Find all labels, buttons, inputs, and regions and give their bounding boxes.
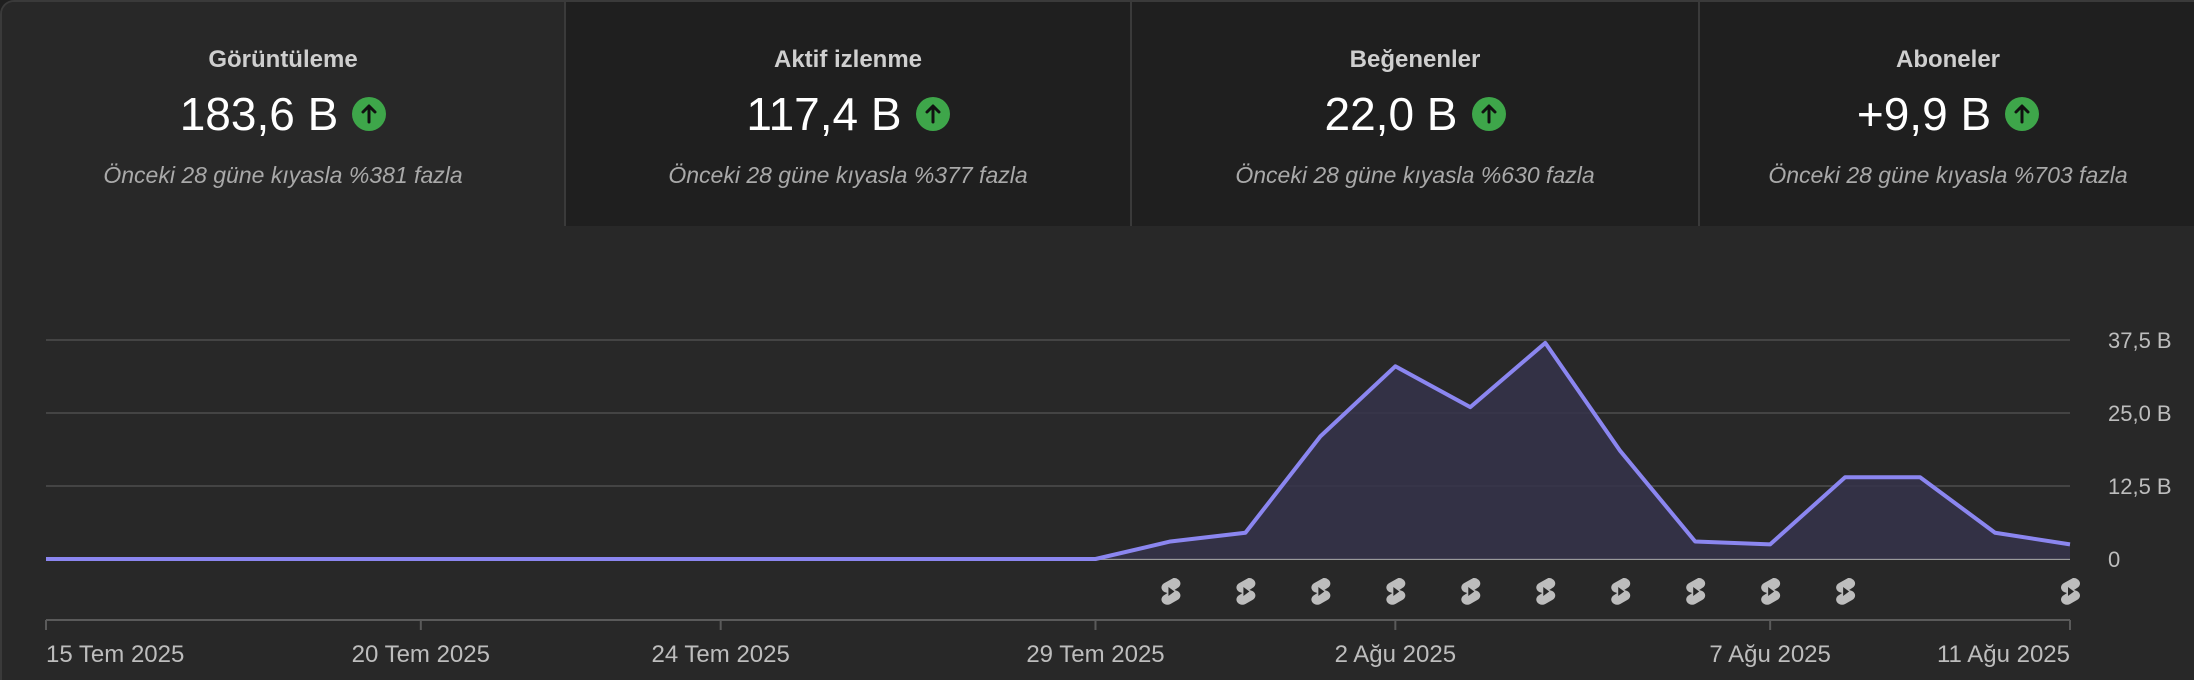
- shorts-icon[interactable]: [1686, 578, 1706, 605]
- x-tick-label: 24 Tem 2025: [652, 641, 790, 668]
- data-point: [1393, 364, 1397, 368]
- x-tick-label: 11 Ağu 2025: [1937, 641, 2070, 668]
- arrow-up-circle-icon: [352, 97, 387, 131]
- shorts-icon[interactable]: [1236, 578, 1256, 605]
- shorts-icon[interactable]: [1536, 578, 1556, 605]
- data-point: [1243, 531, 1247, 535]
- metric-value: 183,6 B: [179, 88, 339, 140]
- data-point: [1993, 531, 1997, 535]
- metric-comparison: Önceki 28 güne kıyasla %630 fazla: [1235, 162, 1595, 188]
- metric-value-row: 22,0 B: [1132, 86, 1698, 142]
- data-point: [1693, 539, 1697, 543]
- metric-card-2[interactable]: Aktif izlenme 117,4 B Önceki 28 güne kıyas…: [566, 2, 1132, 226]
- data-point: [1843, 475, 1847, 479]
- data-point: [1168, 539, 1172, 543]
- y-tick-label: 37,5 B: [2108, 328, 2172, 353]
- shorts-icon[interactable]: [2061, 578, 2080, 605]
- data-point: [119, 557, 123, 561]
- data-point: [344, 557, 348, 561]
- data-point: [569, 557, 573, 561]
- data-point: [644, 557, 648, 561]
- data-point: [2068, 542, 2072, 546]
- metric-title: Aboneler: [1895, 46, 2000, 73]
- data-point: [44, 557, 48, 561]
- arrow-up-circle-icon: [2005, 97, 2040, 131]
- metric-value: +9,9 B: [1856, 88, 1992, 140]
- data-point: [944, 557, 948, 561]
- data-point: [1618, 449, 1622, 453]
- metric-cards: Görüntüleme 183,6 B Önceki 28 güne kıyasla…: [2, 2, 2194, 226]
- data-point: [1768, 542, 1772, 546]
- metric-title: Görüntüleme: [208, 46, 358, 73]
- metric-value-row: 117,4 B: [566, 86, 1130, 142]
- data-point: [1918, 475, 1922, 479]
- data-point: [494, 557, 498, 561]
- shorts-icon[interactable]: [1386, 578, 1406, 605]
- data-point: [1468, 405, 1472, 409]
- views-series-line: [46, 340, 2071, 561]
- views-chart: 0 12,5 B 25,0 B 37,5 B 15 Tem 2025 20 Tem 202…: [44, 328, 2172, 668]
- data-point: [194, 557, 198, 561]
- shorts-icon[interactable]: [1761, 578, 1781, 605]
- shorts-icon[interactable]: [1461, 578, 1481, 605]
- shorts-icon[interactable]: [1161, 578, 1181, 605]
- data-point: [419, 557, 423, 561]
- metric-comparison: Önceki 28 güne kıyasla %377 fazla: [668, 162, 1028, 188]
- x-tick-label: 7 Ağu 2025: [1709, 641, 1830, 668]
- metric-value-row: 183,6 B: [2, 86, 564, 142]
- y-tick-label: 25,0 B: [2108, 401, 2172, 426]
- arrow-up-circle-icon: [915, 97, 950, 131]
- x-tick-label: 29 Tem 2025: [1026, 641, 1164, 668]
- metric-card-4[interactable]: Aboneler +9,9 B Önceki 28 güne kıyasla %70…: [1700, 2, 2194, 226]
- data-point: [719, 557, 723, 561]
- x-tick-label: 15 Tem 2025: [46, 641, 184, 668]
- shorts-icon[interactable]: [1611, 578, 1631, 605]
- data-point: [1019, 557, 1023, 561]
- chart-area: [46, 342, 2070, 559]
- arrow-up-circle-icon: [1471, 97, 1506, 131]
- shorts-icon[interactable]: [1311, 578, 1331, 605]
- data-point: [1318, 434, 1322, 438]
- metric-comparison: Önceki 28 güne kıyasla %703 fazla: [1768, 162, 2128, 188]
- shorts-icon[interactable]: [1836, 578, 1856, 605]
- data-point: [1093, 557, 1097, 561]
- data-point: [1543, 341, 1547, 345]
- y-tick-label: 12,5 B: [2108, 474, 2172, 499]
- data-point: [794, 557, 798, 561]
- metric-value: 117,4 B: [746, 88, 902, 140]
- y-tick-label: 0: [2108, 547, 2120, 572]
- metric-card-1[interactable]: Görüntüleme 183,6 B Önceki 28 güne kıyasla…: [2, 2, 566, 226]
- metric-value: 22,0 B: [1324, 88, 1458, 140]
- data-point: [269, 557, 273, 561]
- metric-comparison: Önceki 28 güne kıyasla %381 fazla: [103, 162, 463, 188]
- x-tick-label: 2 Ağu 2025: [1335, 641, 1456, 668]
- metric-value-row: +9,9 B: [1700, 86, 2194, 142]
- metric-title: Beğenenler: [1349, 46, 1481, 73]
- metric-title: Aktif izlenme: [773, 46, 923, 73]
- data-point: [869, 557, 873, 561]
- x-tick-label: 20 Tem 2025: [352, 641, 490, 668]
- metric-card-3[interactable]: Beğenenler 22,0 B Önceki 28 güne kıyasla %…: [1132, 2, 1700, 226]
